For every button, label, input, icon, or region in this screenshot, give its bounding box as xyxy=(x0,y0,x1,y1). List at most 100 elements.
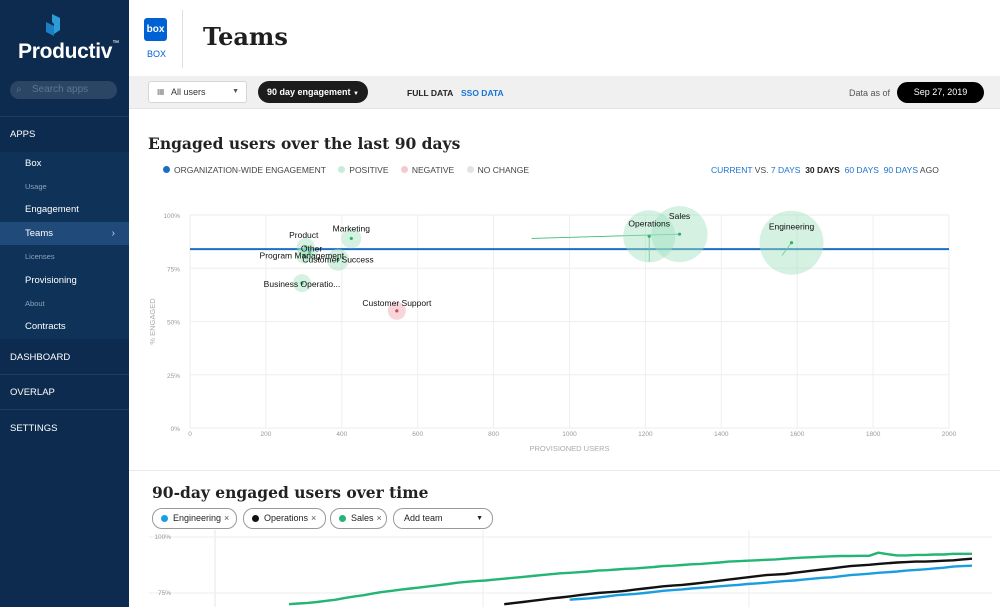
users-dropdown[interactable]: ▦ All users ▼ xyxy=(148,81,247,103)
y-tick-label: 75% xyxy=(167,266,180,273)
y-tick-label: 100% xyxy=(163,213,180,220)
engagement-dropdown-value: 90 day engagement xyxy=(267,87,351,97)
full-data-toggle[interactable]: FULL DATA xyxy=(407,88,453,98)
team-point xyxy=(678,233,681,236)
team-label: Operations xyxy=(628,218,670,228)
team-label: Customer Success xyxy=(302,255,373,265)
sso-data-toggle[interactable]: SSO DATA xyxy=(461,88,504,98)
range-7-days[interactable]: 7 DAYS xyxy=(771,165,801,175)
nav-overlap[interactable]: OVERLAP xyxy=(10,387,55,398)
y-tick-label: 75% xyxy=(158,590,171,597)
range-30-days[interactable]: 30 DAYS xyxy=(805,165,840,175)
nav-dashboard[interactable]: DASHBOARD xyxy=(10,352,70,363)
engagement-dropdown[interactable]: 90 day engagement ▼ xyxy=(258,81,368,103)
team-label: Engineering xyxy=(769,222,815,232)
sidebar-item-usage[interactable]: Usage xyxy=(0,175,129,198)
nav-settings[interactable]: SETTINGS xyxy=(10,423,58,434)
range-90-days[interactable]: 90 DAYS xyxy=(884,165,918,175)
legend-dot-icon xyxy=(163,166,170,173)
sidebar-item-label: Teams xyxy=(25,228,53,239)
sidebar: Productiv™ ⌕ Search apps APPS Box Usage … xyxy=(0,0,129,607)
divider xyxy=(0,116,129,117)
team-point xyxy=(648,235,651,238)
close-icon[interactable]: × xyxy=(377,513,382,523)
range-60-days[interactable]: 60 DAYS xyxy=(845,165,879,175)
x-tick-label: 1600 xyxy=(790,431,805,438)
team-chip-sales[interactable]: Sales × xyxy=(330,508,387,529)
x-tick-label: 1800 xyxy=(866,431,881,438)
date-picker[interactable]: Sep 27, 2019 xyxy=(897,82,984,103)
chevron-right-icon: › xyxy=(112,222,115,245)
chip-label: Sales xyxy=(351,513,374,523)
x-tick-label: 1000 xyxy=(562,431,577,438)
team-chip-operations[interactable]: Operations × xyxy=(243,508,326,529)
caret-down-icon: ▼ xyxy=(232,82,239,102)
x-axis-label: PROVISIONED USERS xyxy=(529,444,609,453)
sidebar-item-licenses[interactable]: Licenses xyxy=(0,245,129,268)
sidebar-item-provisioning[interactable]: Provisioning xyxy=(0,269,129,292)
close-icon[interactable]: × xyxy=(224,513,229,523)
chip-label: Operations xyxy=(264,513,308,523)
nav-apps[interactable]: APPS xyxy=(10,129,35,140)
close-icon[interactable]: × xyxy=(311,513,316,523)
search-input[interactable]: ⌕ Search apps xyxy=(10,81,117,99)
range-selector: CURRENT VS. 7 DAYS 30 DAYS 60 DAYS 90 DA… xyxy=(711,165,939,175)
sidebar-item-about[interactable]: About xyxy=(0,292,129,315)
brand-name[interactable]: Productiv™ xyxy=(18,40,119,64)
team-chip-engineering[interactable]: Engineering × xyxy=(152,508,237,529)
sidebar-item-engagement[interactable]: Engagement xyxy=(0,198,129,221)
sidebar-item-box[interactable]: Box xyxy=(0,152,129,175)
y-tick-label: 100% xyxy=(154,534,171,541)
sidebar-item-teams[interactable]: Teams › xyxy=(0,222,129,245)
data-as-of-label: Data as of xyxy=(849,88,890,98)
legend-dot-icon xyxy=(338,166,345,173)
chart-legend: ORGANIZATION-WIDE ENGAGEMENT POSITIVE NE… xyxy=(163,165,539,175)
legend-positive: POSITIVE xyxy=(338,165,388,175)
x-tick-label: 1200 xyxy=(638,431,653,438)
search-placeholder: Search apps xyxy=(32,84,88,95)
dot-icon xyxy=(161,515,168,522)
team-label: Customer Support xyxy=(362,298,432,308)
caret-down-icon: ▼ xyxy=(476,509,483,528)
team-label: Sales xyxy=(669,211,690,221)
table-icon: ▦ xyxy=(157,82,165,102)
team-label: Business Operatio... xyxy=(264,279,341,289)
caret-down-icon: ▼ xyxy=(353,91,359,97)
x-tick-label: 400 xyxy=(336,431,347,438)
team-label: Marketing xyxy=(333,223,371,233)
legend-negative: NEGATIVE xyxy=(401,165,454,175)
x-tick-label: 800 xyxy=(488,431,499,438)
x-tick-label: 2000 xyxy=(942,431,957,438)
team-point xyxy=(350,237,353,240)
team-point xyxy=(395,309,398,312)
team-point xyxy=(790,241,793,244)
apps-submenu: Box Usage Engagement Teams › Licenses Pr… xyxy=(0,152,129,339)
x-tick-label: 600 xyxy=(412,431,423,438)
divider xyxy=(129,470,1000,471)
engagement-scatter-chart: 0%25%50%75%100%0 200 400 600 800 1000 1200 1400… xyxy=(129,200,1000,462)
page-title: Teams xyxy=(203,22,288,51)
x-tick-label: 200 xyxy=(260,431,271,438)
x-tick-label: 1400 xyxy=(714,431,729,438)
sidebar-item-contracts[interactable]: Contracts xyxy=(0,315,129,338)
series-line-sales xyxy=(289,553,972,605)
x-tick-label: 0 xyxy=(188,431,192,438)
dot-icon xyxy=(339,515,346,522)
add-team-label: Add team xyxy=(404,513,443,523)
series-line-operations xyxy=(504,559,972,605)
legend-dot-icon xyxy=(401,166,408,173)
filter-bar: ▦ All users ▼ 90 day engagement ▼ FULL D… xyxy=(129,76,1000,109)
app-name: BOX xyxy=(147,49,166,59)
legend-dot-icon xyxy=(467,166,474,173)
legend-org: ORGANIZATION-WIDE ENGAGEMENT xyxy=(163,165,326,175)
series-line-engineering xyxy=(570,566,972,600)
range-ago: AGO xyxy=(920,165,939,175)
team-label: Product xyxy=(289,230,319,240)
y-axis-label: % ENGAGED xyxy=(148,298,157,345)
search-icon: ⌕ xyxy=(16,81,22,99)
users-dropdown-value: All users xyxy=(171,87,206,97)
y-tick-label: 25% xyxy=(167,373,180,380)
add-team-dropdown[interactable]: Add team ▼ xyxy=(393,508,493,529)
range-current[interactable]: CURRENT xyxy=(711,165,752,175)
chip-label: Engineering xyxy=(173,513,221,523)
